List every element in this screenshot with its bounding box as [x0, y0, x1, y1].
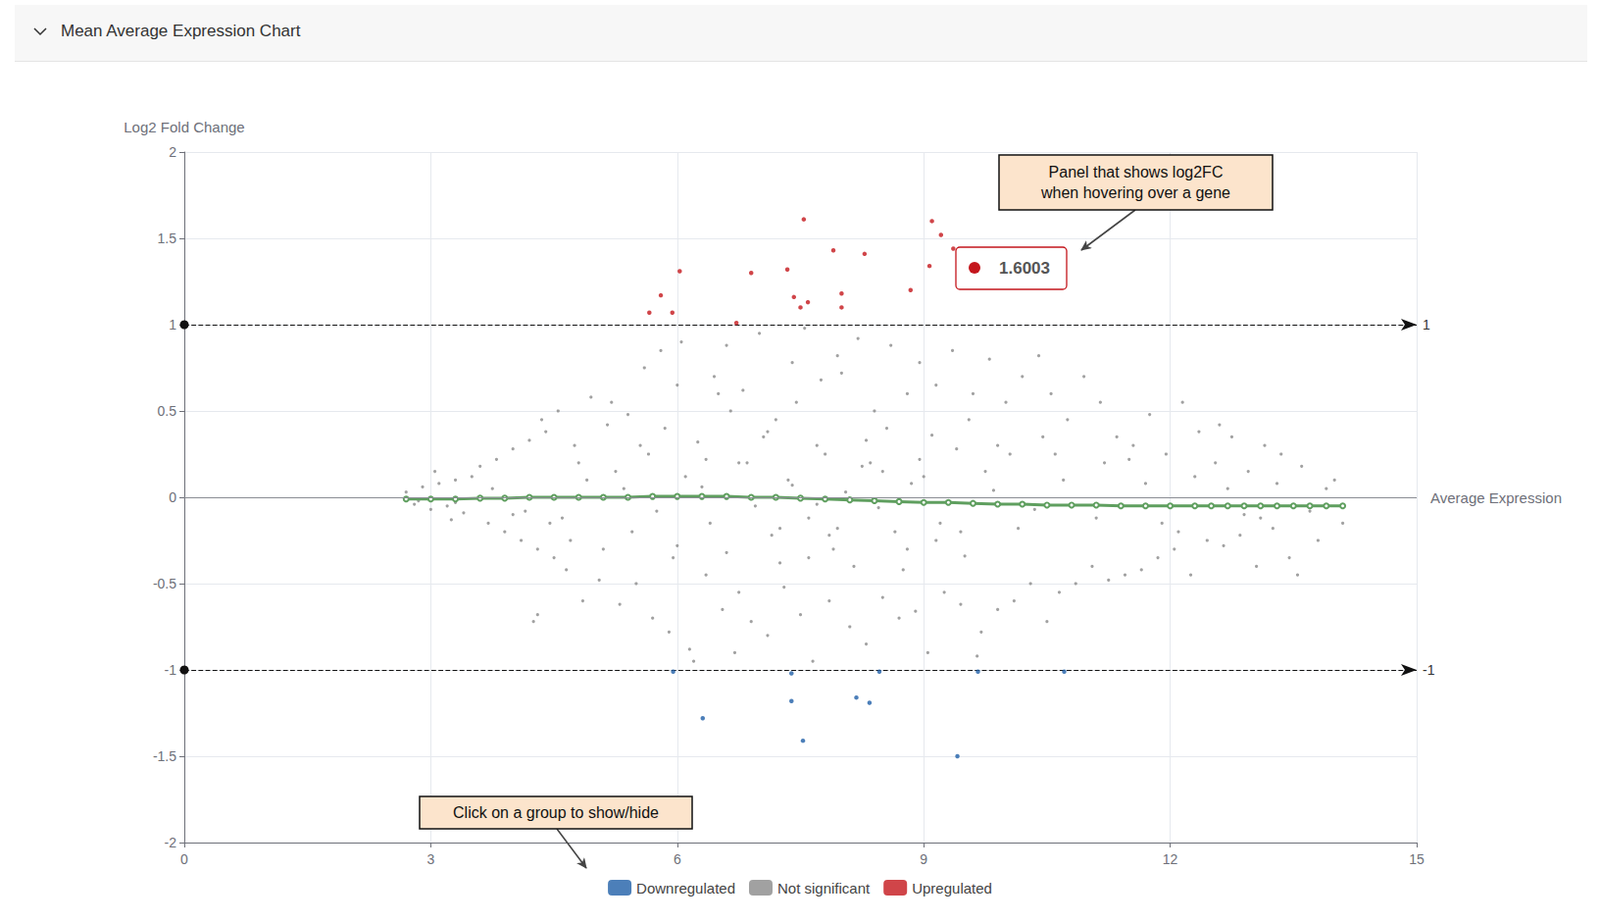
svg-text:0: 0: [180, 850, 189, 867]
svg-text:Upregulated: Upregulated: [911, 879, 993, 897]
svg-text:1.6003: 1.6003: [999, 258, 1050, 278]
svg-text:3: 3: [427, 850, 436, 867]
svg-text:Log2 Fold Change: Log2 Fold Change: [123, 118, 245, 136]
svg-text:Not significant: Not significant: [777, 879, 871, 897]
svg-text:Average Expression: Average Expression: [1430, 489, 1562, 506]
svg-text:12: 12: [1162, 850, 1179, 867]
svg-text:-1.5: -1.5: [152, 748, 177, 764]
svg-text:Panel that shows log2FC: Panel that shows log2FC: [1049, 163, 1224, 181]
svg-text:6: 6: [673, 850, 682, 867]
svg-text:9: 9: [919, 850, 928, 867]
html-text:Mean Average Expression Chart: Mean Average Expression Chart: [60, 21, 301, 41]
svg-text:2: 2: [168, 144, 177, 160]
svg-text:-2: -2: [164, 834, 178, 850]
svg-text:0: 0: [168, 489, 177, 505]
svg-text:Downregulated: Downregulated: [636, 879, 736, 897]
svg-text:Click on a group to show/hide: Click on a group to show/hide: [452, 803, 659, 821]
svg-text:1.5: 1.5: [157, 230, 178, 247]
svg-text:-0.5: -0.5: [152, 575, 177, 592]
svg-text:when hovering over a gene: when hovering over a gene: [1040, 184, 1231, 201]
svg-text:15: 15: [1408, 850, 1425, 867]
svg-text:-1: -1: [1422, 661, 1436, 678]
svg-text:-1: -1: [164, 661, 178, 678]
svg-text:1: 1: [1422, 316, 1431, 333]
svg-text:1: 1: [168, 316, 177, 333]
svg-text:0.5: 0.5: [157, 402, 178, 419]
